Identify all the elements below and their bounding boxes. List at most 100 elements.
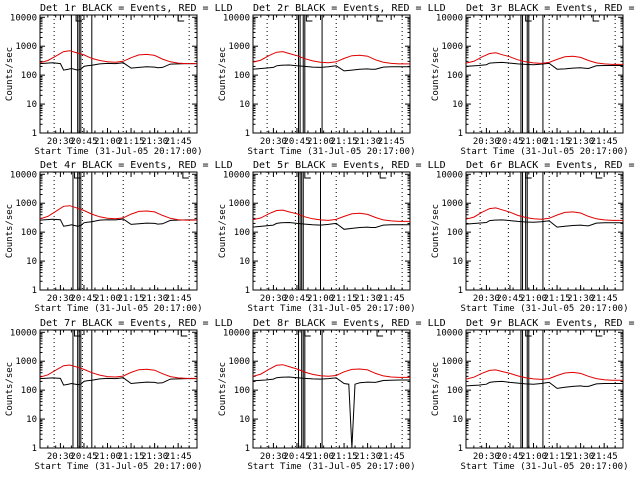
events-series-line bbox=[39, 377, 197, 386]
y-tick-label: 10 bbox=[452, 100, 463, 110]
flag-marker bbox=[376, 330, 384, 337]
x-tick-label: 21:00 bbox=[520, 137, 547, 147]
y-tick-label: 100 bbox=[447, 71, 463, 81]
y-tick-label: 10 bbox=[452, 257, 463, 267]
x-tick-label: 20:45 bbox=[70, 294, 97, 304]
x-axis-label: Start Time (31-Jul-05 20:17:00) bbox=[35, 147, 203, 157]
lld-series-line bbox=[39, 205, 197, 221]
events-series-line bbox=[465, 380, 623, 389]
x-tick-label: 21:45 bbox=[591, 294, 618, 304]
y-tick-label: 1000 bbox=[228, 357, 250, 367]
panel-title: Det 3r BLACK = Events, RED = LLD bbox=[466, 3, 640, 14]
y-tick-label: 10000 bbox=[436, 328, 463, 338]
x-tick-label: 20:30 bbox=[47, 137, 74, 147]
y-tick-label: 1000 bbox=[15, 199, 37, 209]
x-tick-label: 21:45 bbox=[165, 452, 192, 462]
x-tick-label: 20:30 bbox=[473, 452, 500, 462]
x-tick-label: 20:45 bbox=[283, 137, 310, 147]
plot-frame bbox=[465, 14, 624, 134]
flag-marker bbox=[180, 330, 188, 337]
detector-panel-7: Det 7r BLACK = Events, RED = LLD Counts/s… bbox=[5, 318, 233, 472]
y-tick-label: 1000 bbox=[228, 199, 250, 209]
y-tick-label: 10 bbox=[26, 415, 37, 425]
x-tick-label: 21:15 bbox=[544, 137, 571, 147]
y-tick-label: 10000 bbox=[223, 170, 250, 180]
x-tick-label: 21:45 bbox=[591, 137, 618, 147]
y-tick-label: 10000 bbox=[436, 13, 463, 23]
detector-panel-4: Det 4r BLACK = Events, RED = LLD Counts/s… bbox=[5, 160, 233, 314]
y-axis-label: Counts/sec bbox=[5, 362, 15, 416]
flag-marker bbox=[182, 172, 189, 179]
x-tick-label: 21:00 bbox=[307, 294, 334, 304]
x-tick-label: 21:30 bbox=[567, 137, 594, 147]
lld-series-line bbox=[252, 209, 410, 222]
x-tick-label: 21:45 bbox=[165, 294, 192, 304]
y-tick-label: 10 bbox=[26, 100, 37, 110]
y-tick-label: 10000 bbox=[10, 13, 37, 23]
lld-series-line bbox=[465, 369, 623, 381]
y-tick-label: 10000 bbox=[10, 328, 37, 338]
plot-frame bbox=[465, 329, 624, 449]
detector-panel-9: Det 9r BLACK = Events, RED = LLD Counts/s… bbox=[431, 318, 640, 472]
x-tick-label: 21:45 bbox=[591, 452, 618, 462]
lld-series-line bbox=[252, 51, 410, 65]
plot-frame bbox=[465, 171, 624, 291]
y-tick-label: 10 bbox=[239, 415, 250, 425]
detector-panel-3: Det 3r BLACK = Events, RED = LLD Counts/s… bbox=[431, 3, 640, 157]
y-tick-label: 1 bbox=[458, 286, 463, 296]
lld-series-line bbox=[252, 364, 410, 378]
y-tick-label: 1000 bbox=[15, 42, 37, 52]
y-tick-label: 10000 bbox=[10, 170, 37, 180]
plot-frame bbox=[39, 14, 198, 134]
y-axis-label: Counts/sec bbox=[5, 204, 15, 258]
x-tick-label: 20:30 bbox=[473, 294, 500, 304]
events-series-line bbox=[252, 376, 410, 449]
flag-marker bbox=[177, 15, 185, 22]
plot-frame bbox=[252, 14, 411, 134]
y-tick-label: 1000 bbox=[441, 357, 463, 367]
x-tick-label: 21:45 bbox=[378, 137, 405, 147]
y-tick-label: 1 bbox=[458, 129, 463, 139]
x-tick-label: 21:15 bbox=[118, 452, 145, 462]
y-tick-label: 1000 bbox=[441, 42, 463, 52]
x-axis-label: Start Time (31-Jul-05 20:17:00) bbox=[248, 147, 416, 157]
x-axis-label: Start Time (31-Jul-05 20:17:00) bbox=[35, 462, 203, 472]
flag-marker bbox=[592, 15, 600, 22]
x-tick-label: 21:30 bbox=[567, 452, 594, 462]
x-tick-label: 21:45 bbox=[378, 452, 405, 462]
x-axis-label: Start Time (31-Jul-05 20:17:00) bbox=[461, 147, 629, 157]
flag-marker bbox=[525, 330, 532, 337]
x-tick-label: 20:45 bbox=[496, 137, 523, 147]
x-tick-label: 21:30 bbox=[141, 452, 168, 462]
x-tick-label: 21:15 bbox=[331, 294, 358, 304]
x-tick-label: 20:45 bbox=[70, 452, 97, 462]
panel-title: Det 9r BLACK = Events, RED = LLD bbox=[466, 318, 640, 329]
y-tick-label: 10 bbox=[239, 100, 250, 110]
x-tick-label: 21:15 bbox=[331, 137, 358, 147]
detector-panel-6: Det 6r BLACK = Events, RED = LLD Counts/s… bbox=[431, 160, 640, 314]
y-tick-label: 100 bbox=[447, 386, 463, 396]
panel-title: Det 6r BLACK = Events, RED = LLD bbox=[466, 160, 640, 171]
y-tick-label: 1 bbox=[32, 286, 37, 296]
y-tick-label: 10000 bbox=[436, 170, 463, 180]
x-tick-label: 21:00 bbox=[520, 294, 547, 304]
x-tick-label: 21:30 bbox=[141, 137, 168, 147]
y-tick-label: 100 bbox=[21, 71, 37, 81]
x-tick-label: 21:15 bbox=[118, 294, 145, 304]
flag-marker bbox=[304, 330, 311, 337]
y-axis-label: Counts/sec bbox=[218, 47, 228, 101]
detector-panel-8: Det 8r BLACK = Events, RED = LLD Counts/s… bbox=[218, 318, 446, 472]
flag-marker bbox=[525, 15, 532, 22]
y-tick-label: 100 bbox=[234, 228, 250, 238]
panel-title: Det 8r BLACK = Events, RED = LLD bbox=[253, 318, 446, 329]
y-tick-label: 10000 bbox=[223, 13, 250, 23]
y-tick-label: 1 bbox=[458, 444, 463, 454]
lld-series-line bbox=[39, 364, 197, 379]
x-tick-label: 21:30 bbox=[567, 294, 594, 304]
x-axis-label: Start Time (31-Jul-05 20:17:00) bbox=[461, 462, 629, 472]
flag-marker bbox=[75, 15, 83, 22]
events-series-line bbox=[465, 61, 623, 70]
x-tick-label: 20:45 bbox=[496, 452, 523, 462]
x-tick-label: 21:45 bbox=[165, 137, 192, 147]
plot-frame bbox=[39, 171, 198, 291]
